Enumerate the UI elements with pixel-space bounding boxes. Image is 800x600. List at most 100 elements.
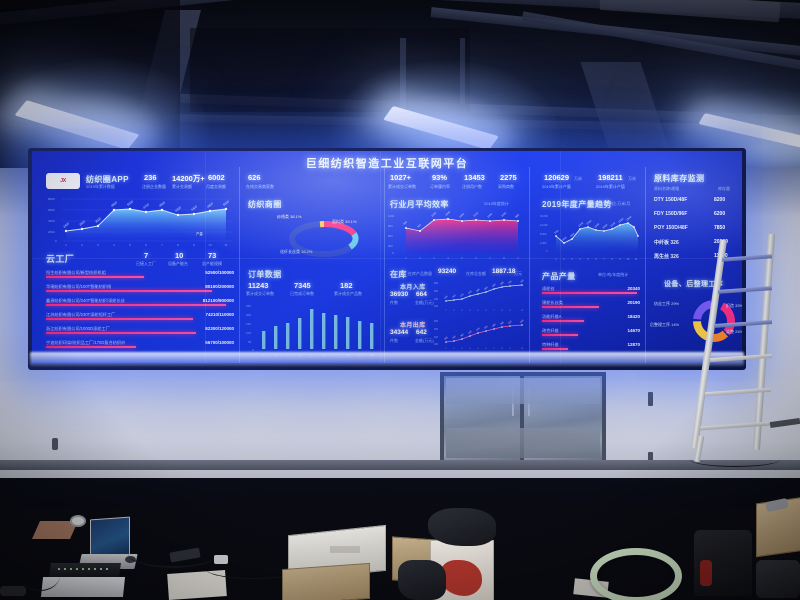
svg-text:5: 5	[477, 310, 479, 312]
laptop-screen[interactable]	[90, 516, 130, 560]
inv-sum1-unit: 万元	[514, 271, 522, 276]
baseboard	[0, 460, 800, 470]
cf-row-0-value: 52500/100000	[205, 270, 234, 275]
po-row-1[interactable]: 锦纶长丝类 20190	[542, 300, 640, 310]
svg-text:7: 7	[161, 243, 163, 247]
ck-2-value: 93%	[432, 173, 448, 182]
cable-floor-long	[20, 560, 60, 591]
svg-text:5: 5	[129, 243, 131, 247]
mat-row-1-name: FDY 150D/96F	[654, 211, 688, 217]
rk-1-label: 2019年累计产值	[596, 184, 625, 189]
rk-0-label: 2019年累计产量	[542, 184, 571, 189]
orders-title: 订单数据	[248, 270, 282, 279]
svg-text:1: 1	[65, 243, 67, 247]
svg-text:720: 720	[508, 280, 513, 284]
po-row-2[interactable]: 功能纤维A 18420	[542, 314, 640, 324]
svg-text:4: 4	[579, 259, 581, 261]
svg-text:610: 610	[508, 320, 513, 324]
svg-text:760: 760	[416, 223, 422, 229]
ceiling-vent	[599, 0, 781, 23]
po-row-3[interactable]: 改性纤维 14670	[542, 328, 640, 338]
cable-coil	[590, 548, 682, 600]
kpi-total-trade-value: 14200万+	[172, 174, 205, 183]
svg-text:5000: 5000	[126, 199, 134, 206]
svg-text:4900: 4900	[158, 200, 166, 207]
svg-text:9: 9	[193, 243, 195, 247]
svg-text:8,000: 8,000	[540, 233, 547, 236]
svg-text:2: 2	[81, 243, 83, 247]
backpack-red-accent	[700, 560, 712, 586]
ck-1-label: 累计成交订单数	[388, 184, 416, 189]
switch-led-row	[58, 568, 110, 570]
mat-row-0-value: 8200	[714, 197, 726, 203]
materials-title: 原料库存监测	[654, 174, 705, 183]
svg-text:10: 10	[208, 243, 212, 247]
orders-k0-v: 11243	[248, 281, 269, 290]
po-row-3-value: 14670	[627, 328, 640, 333]
svg-text:360: 360	[460, 333, 465, 337]
svg-text:4400: 4400	[190, 204, 198, 211]
svg-text:8: 8	[501, 348, 503, 350]
svg-text:2: 2	[453, 310, 455, 312]
svg-text:600: 600	[434, 328, 439, 331]
ck-3-label: 注册用户数	[462, 184, 482, 189]
outbound-label-1: 金额(万元)	[415, 338, 434, 343]
svg-text:10: 10	[627, 259, 630, 261]
svg-text:7: 7	[603, 259, 605, 261]
svg-text:470: 470	[476, 327, 481, 331]
svg-text:6000: 6000	[48, 208, 55, 212]
svg-text:520: 520	[468, 290, 473, 294]
outbound-label-0: 件数	[390, 338, 398, 343]
po-row-0[interactable]: 涤纶丝 20340	[542, 286, 640, 296]
svg-text:690: 690	[500, 281, 505, 285]
svg-text:6: 6	[595, 259, 597, 261]
cf-kpi0-label: 已接入工厂	[136, 261, 156, 266]
svg-text:150: 150	[246, 322, 251, 326]
svg-text:11: 11	[635, 259, 638, 261]
svg-text:820: 820	[402, 220, 408, 226]
inventory-title: 在库	[390, 270, 407, 279]
outbound-title: 本月出库	[400, 323, 426, 329]
inbound-label-1: 金额(万元)	[415, 300, 434, 305]
svg-text:1: 1	[555, 259, 557, 261]
svg-text:4900: 4900	[110, 200, 118, 207]
inbound-title: 本月入库	[400, 285, 426, 291]
svg-text:50: 50	[248, 340, 252, 344]
svg-text:400: 400	[434, 336, 439, 339]
rk-1-unit: 万米	[628, 176, 636, 181]
materials-header-name: 原料名称/规格	[654, 186, 680, 191]
svg-text:900: 900	[388, 224, 393, 228]
rk-0-value: 120629	[544, 173, 570, 182]
svg-text:1: 1	[445, 310, 447, 312]
svg-text:470: 470	[460, 293, 465, 297]
led-video-wall-screen[interactable]: 巨细纺织智造工业互联网平台 JX 纺织圈APP 2019年累计数据 236 注册…	[32, 151, 742, 363]
mat-row-0-name: DTY 150D/48F	[654, 197, 688, 203]
cf-row-3-value: 74210/110000	[205, 312, 234, 317]
svg-text:6: 6	[485, 310, 487, 312]
svg-text:11000: 11000	[594, 223, 600, 229]
svg-text:12,000: 12,000	[540, 224, 548, 227]
po-row-2-value: 18420	[627, 314, 640, 319]
svg-text:8: 8	[177, 243, 179, 247]
inbound-label-0: 件数	[390, 300, 398, 305]
svg-text:1020: 1020	[500, 211, 507, 218]
po-row-4[interactable]: 特种纤维 12870	[542, 342, 640, 352]
svg-text:330: 330	[452, 335, 457, 339]
svg-text:2400: 2400	[62, 221, 70, 228]
svg-text:10500: 10500	[602, 224, 608, 230]
orders-k2-v: 182	[340, 281, 353, 290]
mat-row-2-value: 7850	[714, 225, 726, 231]
industry-efficiency-chart: 1200 900 600 300 0 820 760 1020 1040 1000 1…	[388, 210, 520, 260]
svg-text:1020: 1020	[430, 211, 437, 218]
industry-efficiency-note: 2019年度统计	[484, 201, 509, 206]
brand-logo-text: JX	[60, 178, 66, 184]
orders-k1-l: 已完成订单数	[290, 291, 314, 296]
kpi-month-trade-label: 月度交易额	[206, 184, 226, 189]
tape-roll	[70, 515, 86, 527]
svg-text:200: 200	[434, 305, 439, 308]
floor-debris-left	[0, 586, 26, 596]
svg-text:5000: 5000	[222, 199, 230, 206]
